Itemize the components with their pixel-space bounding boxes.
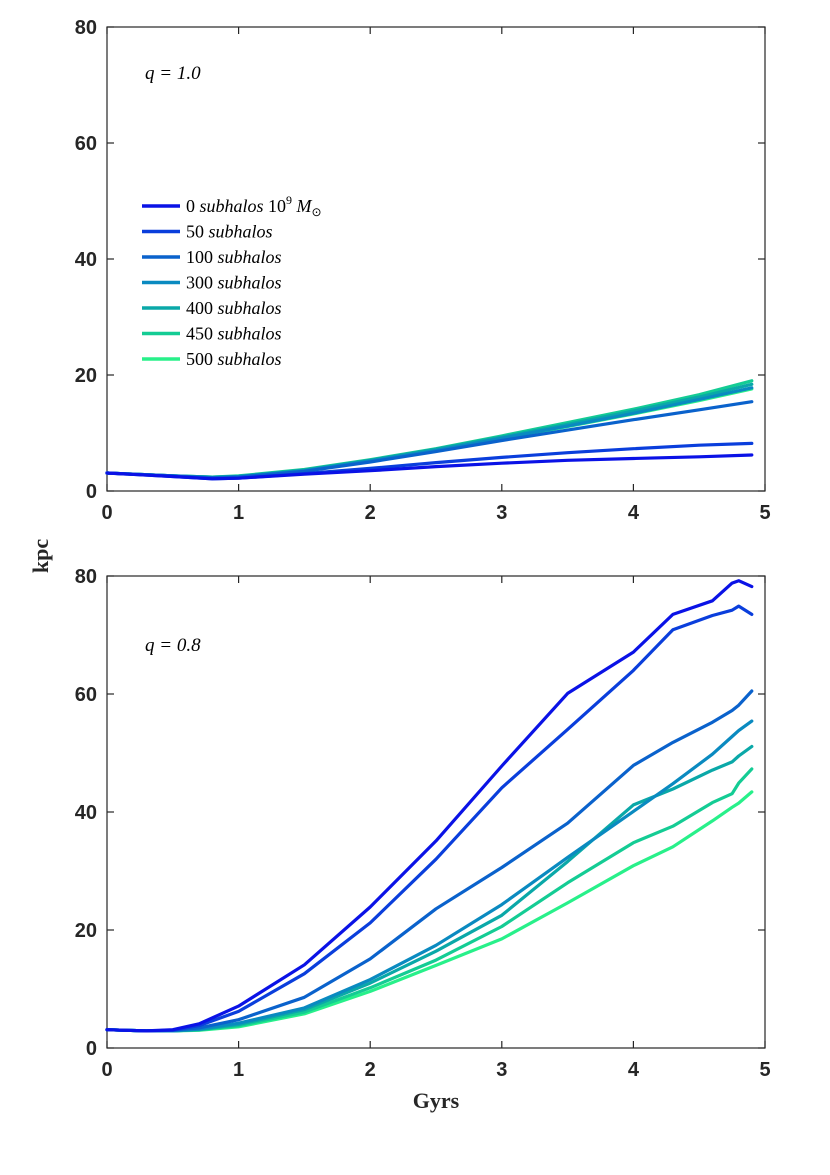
x-axis-label: Gyrs bbox=[413, 1088, 460, 1113]
bottom-xtick-label-4: 4 bbox=[628, 1059, 640, 1081]
top-ytick-label-0: 0 bbox=[86, 481, 97, 503]
top-xtick-label-4: 4 bbox=[628, 502, 640, 524]
legend-label-4: 400 subhalos bbox=[186, 298, 282, 318]
bottom-plot-area bbox=[106, 575, 766, 1049]
legend-label-6: 500 subhalos bbox=[186, 349, 282, 369]
top-xtick-label-2: 2 bbox=[365, 502, 376, 524]
legend-label-0: 0 subhalos 109 M⊙ bbox=[186, 193, 322, 219]
top-panel: 0 1 2 3 4 5 0 20 40 60 80 q = 1.0 0 subhalos 109 M… bbox=[75, 17, 771, 524]
top-xtick-label-1: 1 bbox=[233, 502, 244, 524]
top-series-line-0-subhalos bbox=[105, 453, 754, 481]
bottom-annotation: q = 0.8 bbox=[145, 635, 201, 656]
bottom-ytick-label-40: 40 bbox=[75, 802, 97, 824]
y-axis-label: kpc bbox=[28, 539, 53, 573]
bottom-ytick-label-80: 80 bbox=[75, 566, 97, 588]
top-ytick-label-60: 60 bbox=[75, 133, 97, 155]
bottom-panel: 0 1 2 3 4 5 0 20 40 60 80 q = 0.8 bbox=[75, 566, 771, 1081]
top-series-lines bbox=[105, 379, 754, 481]
bottom-series-line-0-subhalos bbox=[105, 579, 754, 1033]
bottom-series-lines bbox=[105, 579, 754, 1033]
top-plot-area bbox=[106, 26, 766, 492]
bottom-ytick-label-20: 20 bbox=[75, 920, 97, 942]
top-ytick-label-40: 40 bbox=[75, 249, 97, 271]
top-xtick-label-0: 0 bbox=[101, 502, 112, 524]
legend-label-1: 50 subhalos bbox=[186, 222, 273, 242]
top-xtick-label-3: 3 bbox=[496, 502, 507, 524]
top-annotation: q = 1.0 bbox=[145, 63, 201, 84]
bottom-xtick-label-1: 1 bbox=[233, 1059, 244, 1081]
bottom-ytick-label-60: 60 bbox=[75, 684, 97, 706]
legend-label-2: 100 subhalos bbox=[186, 247, 282, 267]
top-ytick-label-20: 20 bbox=[75, 365, 97, 387]
bottom-xtick-label-5: 5 bbox=[759, 1059, 770, 1081]
top-ticks: 0 1 2 3 4 5 0 20 40 60 80 bbox=[75, 17, 771, 524]
top-ytick-label-80: 80 bbox=[75, 17, 97, 39]
legend: 0 subhalos 109 M⊙ 50 subhalos 100 subhalos… bbox=[142, 193, 322, 369]
bottom-xtick-label-2: 2 bbox=[365, 1059, 376, 1081]
bottom-xtick-label-3: 3 bbox=[496, 1059, 507, 1081]
legend-label-5: 450 subhalos bbox=[186, 324, 282, 344]
bottom-ticks: 0 1 2 3 4 5 0 20 40 60 80 bbox=[75, 566, 771, 1081]
bottom-ytick-label-0: 0 bbox=[86, 1038, 97, 1060]
bottom-xtick-label-0: 0 bbox=[101, 1059, 112, 1081]
top-xtick-label-5: 5 bbox=[759, 502, 770, 524]
legend-label-3: 300 subhalos bbox=[186, 273, 282, 293]
